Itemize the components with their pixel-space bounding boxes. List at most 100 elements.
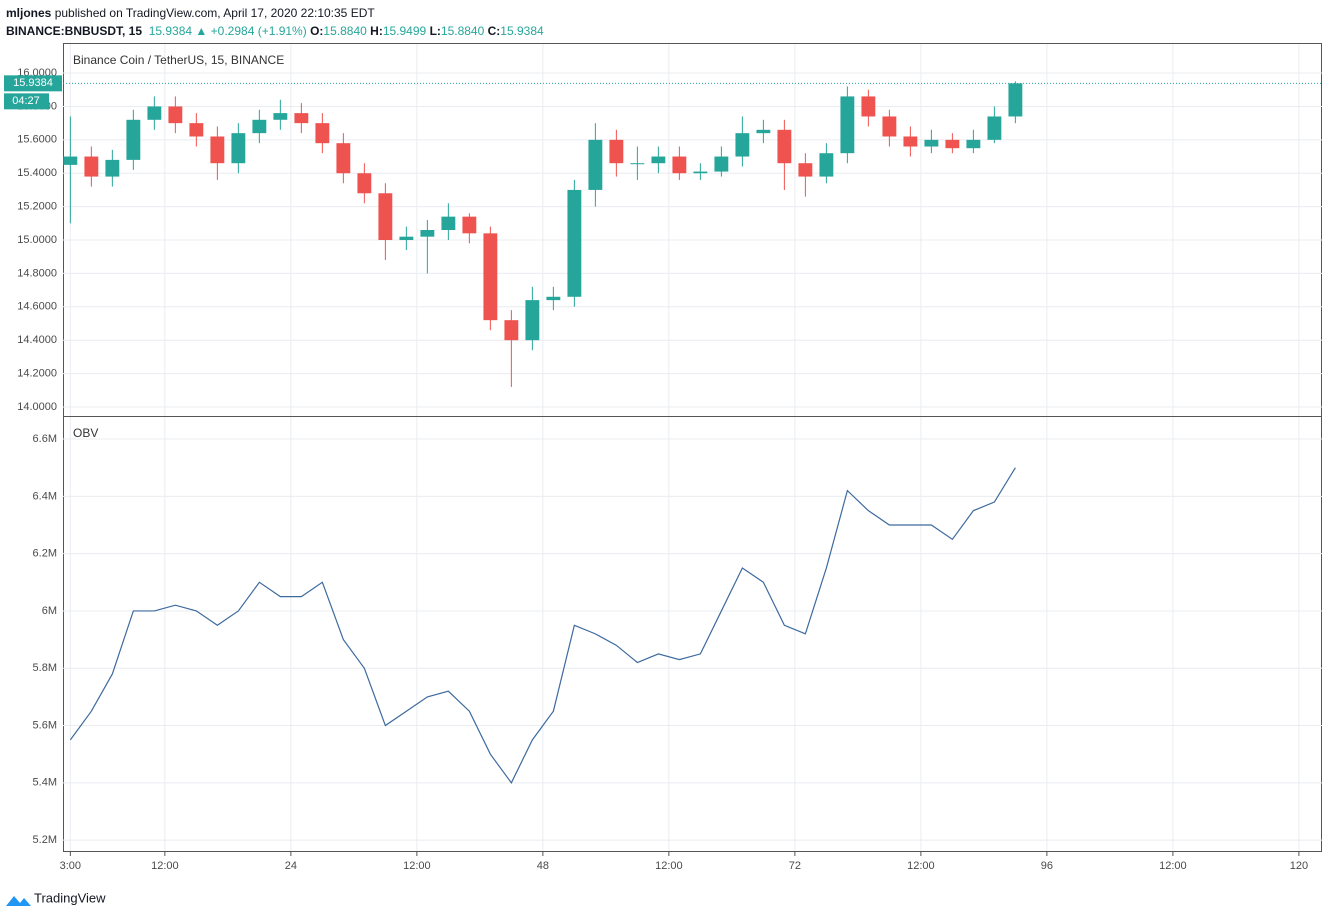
logo bbox=[6, 896, 31, 906]
high-label: H: bbox=[370, 24, 383, 38]
grid bbox=[63, 44, 1322, 851]
open-label: O: bbox=[310, 24, 324, 38]
candle-body bbox=[924, 139, 939, 147]
y-tick-label: 5.8M bbox=[33, 662, 57, 674]
x-tick-label: 24 bbox=[285, 860, 297, 872]
symbol: BINANCE:BNBUSDT, 15 bbox=[6, 24, 143, 38]
frame bbox=[63, 43, 1322, 852]
candle-body bbox=[1008, 83, 1023, 117]
x-tick-label: 120 bbox=[1290, 860, 1308, 872]
y-tick-label: 6.6M bbox=[33, 433, 57, 445]
candle-body bbox=[126, 119, 141, 160]
y-tick-label: 15.2000 bbox=[17, 201, 57, 213]
close: 15.9384 bbox=[500, 24, 544, 38]
x-tick-label: 12:00 bbox=[151, 860, 179, 872]
candle-body bbox=[294, 113, 309, 124]
candle-body bbox=[168, 106, 183, 124]
candle-body bbox=[210, 136, 225, 164]
candle-body bbox=[735, 133, 750, 157]
x-tick-label: 96 bbox=[1041, 860, 1053, 872]
candle-body bbox=[714, 156, 729, 172]
y-tick-label: 6.2M bbox=[33, 548, 57, 560]
candle-body bbox=[441, 216, 456, 230]
candle-body bbox=[336, 143, 351, 174]
candle-body bbox=[504, 320, 519, 341]
price-badge bbox=[4, 75, 62, 92]
candle-body bbox=[861, 96, 876, 117]
y-tick-label: 14.6000 bbox=[17, 301, 57, 313]
candle-body bbox=[567, 189, 582, 297]
low-label: L: bbox=[429, 24, 441, 38]
candle-body bbox=[189, 123, 204, 137]
obv-line bbox=[69, 467, 1016, 784]
x-tick-label: 12:00 bbox=[655, 860, 683, 872]
candle-body bbox=[756, 129, 771, 134]
candle-body bbox=[483, 233, 498, 321]
countdown-badge bbox=[4, 93, 49, 110]
candle-body bbox=[903, 136, 918, 147]
y-tick-label: 15.6000 bbox=[17, 134, 57, 146]
header: mljones published on TradingView.com, Ap… bbox=[6, 4, 544, 40]
candle-body bbox=[231, 133, 246, 164]
x-tick-label: 3:00 bbox=[60, 860, 81, 872]
candle-body bbox=[525, 300, 540, 341]
countdown-label: 04:27 bbox=[12, 95, 40, 107]
x-tick-label: 12:00 bbox=[907, 860, 935, 872]
symbol-line: BINANCE:BNBUSDT, 15 15.9384 ▲ +0.2984 (+… bbox=[6, 22, 544, 40]
candle-body bbox=[840, 96, 855, 154]
candle-body bbox=[798, 163, 813, 177]
x-tick-label: 48 bbox=[537, 860, 549, 872]
candle-body bbox=[966, 139, 981, 149]
candle-body bbox=[630, 163, 645, 165]
candle-body bbox=[609, 139, 624, 164]
y-tick-label: 5.4M bbox=[33, 777, 57, 789]
y-tick-label: 6M bbox=[42, 605, 57, 617]
x-tick-label: 12:00 bbox=[403, 860, 431, 872]
arrow: ▲ bbox=[195, 24, 208, 38]
y-tick-label: 15.0000 bbox=[17, 234, 57, 246]
candle-body bbox=[399, 236, 414, 241]
y-tick-label: 5.6M bbox=[33, 719, 57, 731]
last: 15.9384 bbox=[148, 24, 193, 38]
open: 15.8840 bbox=[323, 24, 367, 38]
candle-body bbox=[945, 139, 960, 149]
candle-body bbox=[882, 116, 897, 137]
candle-body bbox=[420, 230, 435, 237]
high: 15.9499 bbox=[382, 24, 427, 38]
candle-body bbox=[273, 113, 288, 120]
pane-title: Binance Coin / TetherUS, 15, BINANCE bbox=[73, 53, 284, 67]
x-tick-label: 72 bbox=[789, 860, 801, 872]
y-tick-label: 5.2M bbox=[33, 834, 57, 846]
y-tick-label: 15.4000 bbox=[17, 167, 57, 179]
low: 15.8840 bbox=[440, 24, 485, 38]
close-label: C: bbox=[487, 24, 501, 38]
brand: TradingView bbox=[34, 890, 106, 905]
change: +0.2984 (+1.91%) bbox=[210, 24, 307, 38]
candle-body bbox=[693, 171, 708, 174]
candle-body bbox=[357, 173, 372, 194]
candle-body bbox=[651, 156, 666, 164]
y-tick-label: 6.4M bbox=[33, 490, 57, 502]
candle-body bbox=[63, 156, 78, 165]
candle-body bbox=[462, 216, 477, 234]
candle-body bbox=[819, 153, 834, 177]
y-tick-label: 14.8000 bbox=[17, 267, 57, 279]
candle-body bbox=[84, 156, 99, 177]
candle-body bbox=[672, 156, 687, 174]
candle-body bbox=[777, 129, 792, 164]
candle-body bbox=[546, 296, 561, 301]
candle-body bbox=[252, 119, 267, 134]
x-tick-label: 12:00 bbox=[1159, 860, 1187, 872]
published: published on TradingView.com, April 17, … bbox=[54, 6, 375, 20]
y-tick-label: 14.2000 bbox=[17, 367, 57, 379]
author: mljones bbox=[6, 6, 52, 20]
candle-body bbox=[378, 193, 393, 241]
price-badge-label: 15.9384 bbox=[13, 77, 53, 89]
candle-body bbox=[315, 123, 330, 144]
y-tick-label: 14.0000 bbox=[17, 401, 57, 413]
candle-body bbox=[105, 159, 120, 177]
byline: mljones published on TradingView.com, Ap… bbox=[6, 4, 544, 22]
candle-body bbox=[147, 106, 162, 120]
y-tick-label: 14.4000 bbox=[17, 334, 57, 346]
